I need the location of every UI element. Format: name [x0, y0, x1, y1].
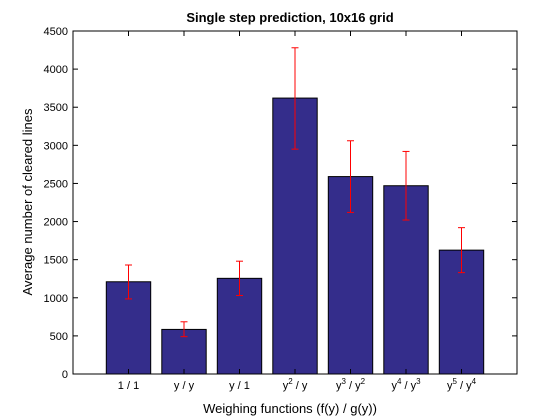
chart-title: Single step prediction, 10x16 grid: [186, 10, 393, 25]
y-tick-label: 4000: [44, 64, 68, 76]
x-tick-label: y / y: [174, 380, 195, 392]
x-tick-label: y / 1: [229, 380, 250, 392]
x-tick-label: 1 / 1: [118, 380, 139, 392]
y-axis-title: Average number of cleared lines: [20, 108, 35, 295]
y-tick-label: 3000: [44, 140, 68, 152]
x-tick-label: y2 / y: [283, 377, 308, 392]
y-tick-label: 1000: [44, 293, 68, 305]
x-tick-label: y5 / y4: [447, 377, 477, 392]
y-tick-label: 2500: [44, 178, 68, 190]
y-tick-label: 2000: [44, 217, 68, 229]
x-tick-label: y3 / y2: [336, 377, 366, 392]
y-tick-label: 500: [50, 331, 68, 343]
x-axis-title: Weighing functions (f(y) / g(y)): [203, 401, 377, 416]
plot-area: 0 500 1000 1500 2000 2500 3000 3500 4000 4500 1 / …: [44, 26, 518, 392]
y-tick-label: 4500: [44, 26, 68, 38]
y-tick-label: 1500: [44, 255, 68, 267]
y-tick-label: 3500: [44, 102, 68, 114]
x-tick-label: y4 / y3: [391, 377, 421, 392]
y-tick-label: 0: [62, 369, 68, 381]
